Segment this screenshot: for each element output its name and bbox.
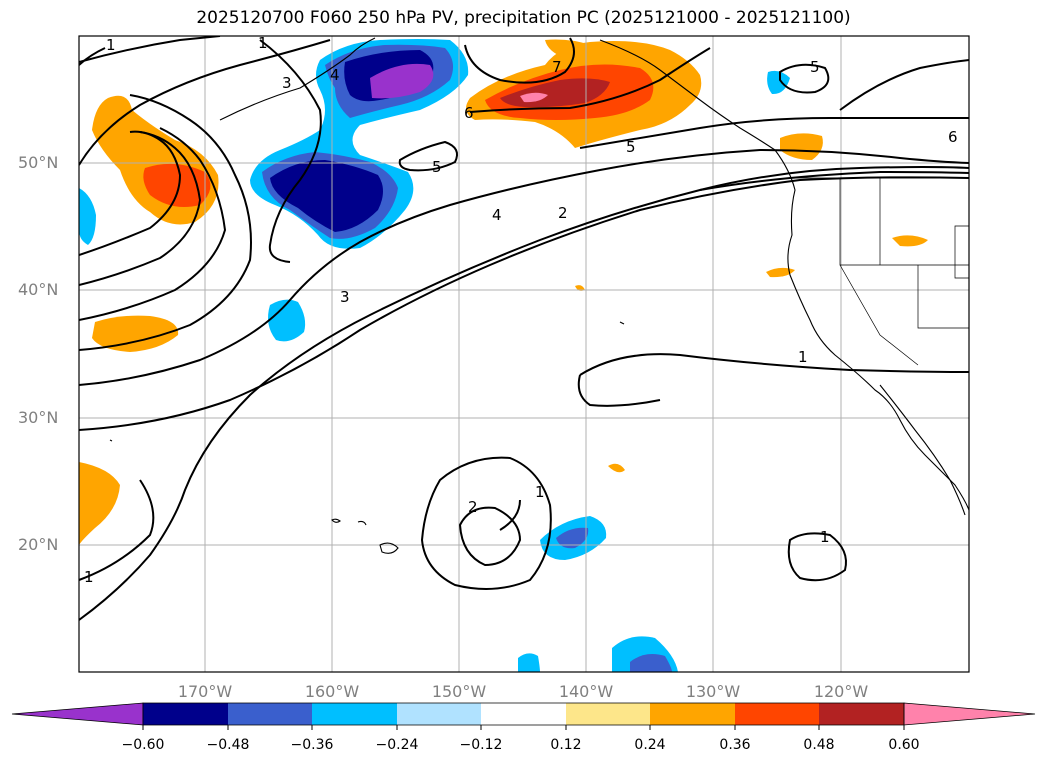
lon-label-170w: 170°W [177,682,233,701]
contour-labels: 1 1 3 4 5 4 2 3 6 7 5 5 6 1 2 1 1 1 [84,34,958,586]
lat-label-20n: 20°N [18,535,59,554]
lon-label-140w: 140°W [558,682,614,701]
colorbar-tick: 0.48 [803,737,835,753]
lon-label-120w: 120°W [813,682,869,701]
cool-blob [630,654,672,672]
map-frame [78,35,970,673]
colorbar-segment [312,703,397,725]
colorbar-segment [566,703,650,725]
warm-blob [608,463,625,473]
warm-blob [780,133,823,160]
colorbar-segment [650,703,735,725]
contour-label: 3 [340,288,350,306]
contour-label: 5 [626,138,636,156]
cool-blob [79,188,96,245]
contour-label: 1 [84,568,94,586]
lon-label-150w: 150°W [431,682,487,701]
cool-blob [270,160,383,232]
contour-label: 6 [464,104,474,122]
precip-fill-positive [79,39,928,545]
colorbar-tick: 0.24 [634,737,666,753]
colorbar-segment [143,703,228,725]
coastline [109,37,969,554]
cool-blob [370,63,434,99]
colorbar-segment [735,703,819,725]
colorbar-segment [397,703,481,725]
colorbar [11,702,1036,730]
chart-title: 2025120700 F060 250 hPa PV, precipitatio… [196,8,851,28]
lat-label-30n: 30°N [18,408,59,427]
contour-label: 2 [558,204,568,222]
contour-label: 1 [258,34,268,52]
warm-blob [545,39,590,58]
colorbar-tick: −0.60 [121,737,165,753]
colorbar-tick: −0.24 [375,737,419,753]
graticule [79,36,969,672]
contour-label: 1 [535,483,545,501]
cool-blob [518,653,540,672]
cool-blob [556,527,589,549]
lon-label-160w: 160°W [304,682,360,701]
warm-blob [892,235,928,247]
lat-label-40n: 40°N [18,280,59,299]
cool-blob [268,299,306,342]
warm-blob [520,92,548,103]
precip-fill-negative [79,39,790,672]
colorbar-segment [481,703,566,725]
colorbar-tick: 0.12 [550,737,582,753]
warm-blob [79,462,120,545]
lat-label-50n: 50°N [18,153,59,172]
contour-label: 5 [810,58,820,76]
contour-label: 4 [492,206,502,224]
colorbar-segment [228,703,312,725]
contour-label: 3 [282,74,292,92]
warm-blob [92,315,179,352]
warm-blob [575,285,585,291]
colorbar-tick: −0.12 [459,737,503,753]
colorbar-tick: 0.36 [719,737,751,753]
cool-blob [767,70,790,95]
contour-label: 4 [330,66,340,84]
lon-label-130w: 130°W [685,682,741,701]
contour-label: 1 [820,528,830,546]
warm-blob [766,267,795,278]
contour-label: 1 [798,348,808,366]
colorbar-segment [903,702,1036,726]
colorbar-tick: 0.60 [888,737,920,753]
contour-label: 5 [432,158,442,176]
colorbar-segment [819,703,904,725]
colorbar-tick: −0.48 [206,737,250,753]
contour-label: 1 [106,36,116,54]
colorbar-segment [11,702,144,726]
contour-label: 6 [948,128,958,146]
colorbar-tick: −0.36 [290,737,334,753]
pv-contours [79,36,969,621]
contour-label: 7 [552,58,562,76]
contour-label: 2 [468,498,478,516]
